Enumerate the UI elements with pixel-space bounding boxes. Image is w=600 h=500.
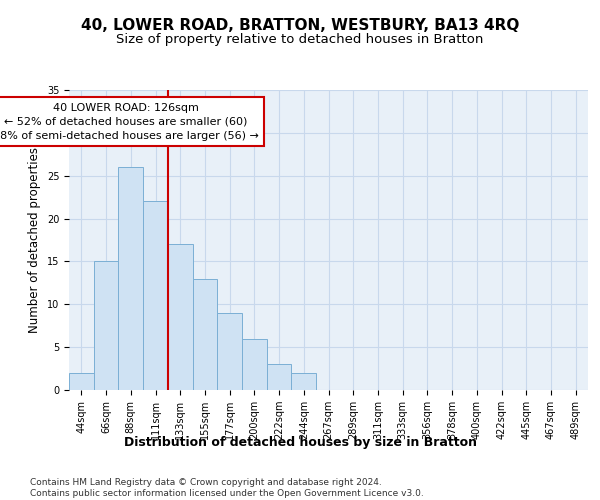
Bar [143,202,168,390]
Bar [94,262,118,390]
Bar [118,167,143,390]
Bar [168,244,193,390]
Text: Contains HM Land Registry data © Crown copyright and database right 2024.
Contai: Contains HM Land Registry data © Crown c… [30,478,424,498]
Bar [267,364,292,390]
Bar [242,338,267,390]
Text: 40, LOWER ROAD, BRATTON, WESTBURY, BA13 4RQ: 40, LOWER ROAD, BRATTON, WESTBURY, BA13 … [81,18,519,32]
Bar [193,278,217,390]
Text: 40 LOWER ROAD: 126sqm
← 52% of detached houses are smaller (60)
48% of semi-deta: 40 LOWER ROAD: 126sqm ← 52% of detached … [0,103,259,141]
Y-axis label: Number of detached properties: Number of detached properties [28,147,41,333]
Bar [292,373,316,390]
Text: Size of property relative to detached houses in Bratton: Size of property relative to detached ho… [116,32,484,46]
Bar [217,313,242,390]
Text: Distribution of detached houses by size in Bratton: Distribution of detached houses by size … [124,436,476,449]
Bar [69,373,94,390]
